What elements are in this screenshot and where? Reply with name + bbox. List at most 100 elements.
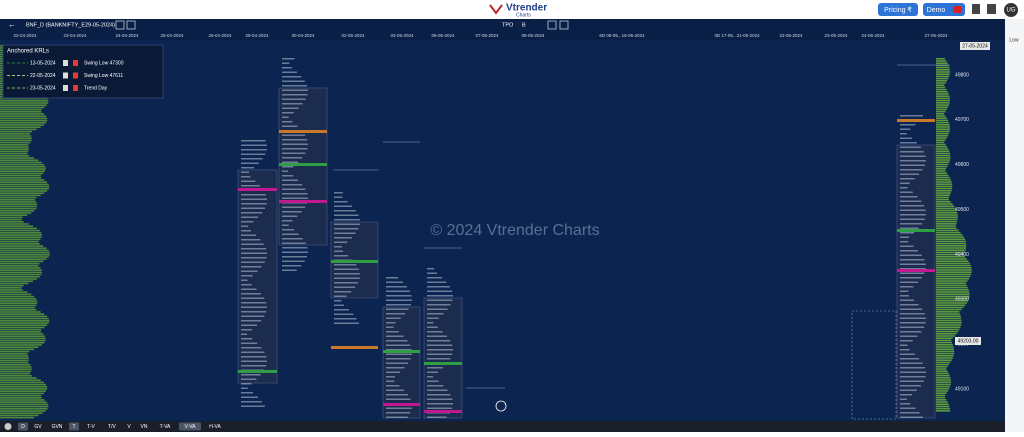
volume-bar	[936, 212, 958, 214]
avatar[interactable]	[1004, 3, 1018, 17]
tpo-row	[386, 398, 411, 400]
va-line	[279, 163, 327, 166]
volume-bar	[0, 324, 48, 326]
volume-bar	[936, 205, 955, 207]
pricing-button[interactable]	[878, 3, 918, 16]
toolbar-label[interactable]: T/V	[108, 424, 116, 430]
tpo-row	[282, 107, 299, 109]
volume-bar	[0, 223, 29, 225]
edit-icon[interactable]	[63, 60, 68, 66]
mode[interactable]: TPO	[502, 22, 514, 28]
volume-bar	[0, 256, 49, 258]
toolbar-button[interactable]	[18, 422, 28, 431]
cursor-target[interactable]	[495, 400, 507, 412]
tpo-row	[386, 286, 407, 288]
volume-bar	[0, 106, 45, 109]
tpo-row	[241, 158, 263, 160]
volume-bar	[0, 159, 39, 161]
tpo-row	[282, 125, 298, 127]
edit-icon[interactable]	[63, 85, 68, 91]
tpo-row	[282, 265, 302, 267]
zoom-in[interactable]	[559, 20, 569, 30]
volume-bar	[0, 381, 44, 384]
volume-bar	[936, 62, 948, 64]
toolbar-label[interactable]: D	[21, 424, 25, 430]
add-button[interactable]	[126, 20, 136, 30]
tpo-row	[241, 306, 267, 308]
volume-bar	[936, 119, 948, 122]
volume-bar	[936, 71, 950, 73]
tpo-row	[282, 247, 308, 249]
tpo-row	[386, 326, 394, 328]
volume-bar	[936, 192, 951, 194]
toolbar-label[interactable]: V-VA	[184, 424, 196, 430]
tpo-row	[900, 187, 908, 189]
doc-icon[interactable]	[972, 4, 980, 14]
volume-bar	[0, 331, 41, 333]
tpo-row	[900, 182, 910, 184]
tpo-row	[900, 263, 926, 265]
sidebar-label[interactable]: Low	[1009, 37, 1019, 43]
tpo-row	[427, 376, 434, 378]
demo-label[interactable]: Demo	[927, 7, 946, 14]
tpo-row	[900, 398, 907, 400]
tpo-row	[900, 200, 922, 202]
toolbar-label[interactable]: GVN	[52, 424, 63, 430]
delete-icon[interactable]	[73, 60, 78, 66]
toolbar-label[interactable]: T	[72, 424, 75, 430]
zoom-out[interactable]	[547, 20, 557, 30]
back-arrow[interactable]: ←	[8, 20, 16, 29]
tpo-row	[386, 371, 401, 373]
volume-bar	[936, 179, 951, 181]
toolbar-button[interactable]	[69, 422, 79, 431]
volume-bar	[0, 155, 30, 157]
krl-title: Anchored KRLs	[7, 49, 49, 55]
volume-bar	[936, 93, 949, 95]
tpo-row	[241, 252, 267, 254]
settings-icon[interactable]	[4, 423, 12, 430]
toolbar-button[interactable]	[179, 422, 201, 431]
edit-icon[interactable]	[63, 72, 68, 79]
volume-bar	[0, 124, 44, 126]
volume-bar	[0, 254, 50, 256]
avatar-label[interactable]: UG	[1007, 8, 1016, 14]
toolbar-label[interactable]: T-V	[87, 424, 95, 430]
tpo-row	[241, 302, 267, 304]
volume-bar	[936, 75, 950, 78]
volume-bar	[936, 130, 950, 133]
delete-icon[interactable]	[73, 72, 78, 79]
toolbar-label[interactable]: H-VA	[209, 424, 221, 430]
volume-bar	[0, 359, 29, 362]
setting[interactable]: B	[522, 22, 526, 28]
ref-line	[331, 346, 378, 349]
tpo-row	[241, 356, 267, 358]
tpo-row	[900, 250, 919, 252]
date-label: 3D 17-05...21-05-2024	[714, 33, 760, 38]
bell-icon[interactable]	[987, 4, 996, 14]
toolbar-label[interactable]: GV	[34, 424, 42, 430]
tpo-row	[900, 281, 919, 283]
tpo-row	[427, 358, 451, 360]
pricing-label[interactable]: Pricing ₹	[884, 6, 912, 14]
volume-bar	[936, 335, 955, 337]
va-line	[238, 370, 277, 373]
tpo-row	[900, 376, 926, 378]
volume-bar	[0, 174, 41, 177]
delete-icon[interactable]	[73, 85, 78, 91]
tpo-row	[334, 223, 360, 225]
volume-bar	[936, 377, 951, 379]
tpo-row	[386, 407, 412, 409]
tpo-row	[282, 134, 306, 136]
volume-bar	[0, 388, 48, 390]
tpo-row	[334, 318, 357, 320]
toolbar-label[interactable]: T-VA	[160, 424, 171, 430]
tpo-row	[900, 326, 925, 328]
volume-bar	[936, 374, 950, 377]
tpo-row	[427, 335, 447, 337]
toolbar-label[interactable]: V	[127, 424, 131, 430]
remove-button[interactable]	[115, 20, 125, 30]
tpo-row	[241, 329, 253, 331]
toolbar-label[interactable]: VN	[141, 424, 148, 430]
volume-bar	[936, 284, 967, 287]
symbol[interactable]: BNF_D (BANKNIFTY_E29-05-2024)	[26, 22, 115, 28]
